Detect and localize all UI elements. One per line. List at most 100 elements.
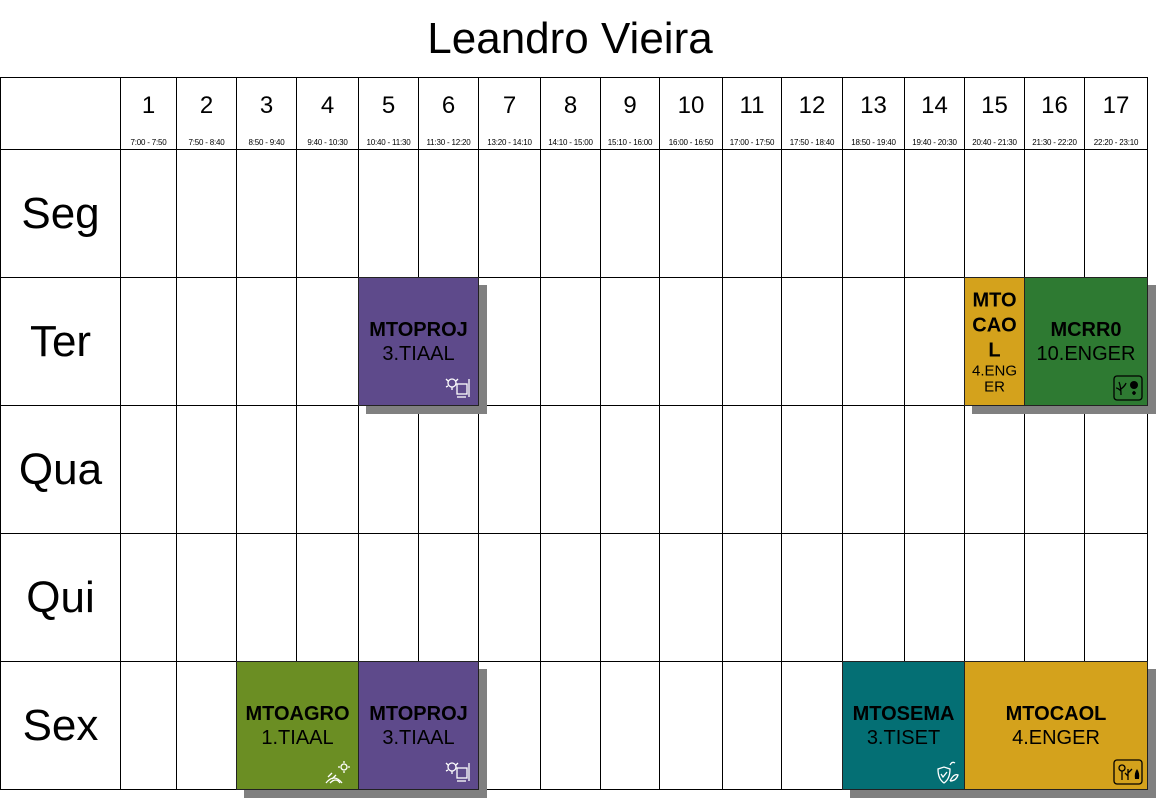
day-label: Qui xyxy=(26,572,95,622)
time-slot[interactable] xyxy=(964,405,1025,534)
time-slot[interactable] xyxy=(964,149,1025,278)
time-slot[interactable] xyxy=(722,533,782,662)
day-row-sex: Sex xyxy=(0,661,121,790)
time-slot[interactable] xyxy=(296,149,359,278)
time-slot[interactable] xyxy=(540,277,601,406)
period-header-5: 5 10:40 - 11:30 xyxy=(358,77,419,150)
day-row-ter: Ter xyxy=(0,277,121,406)
class-block-mtoagro[interactable]: MTOAGRO 1.TIAAL xyxy=(236,661,359,790)
time-slot[interactable] xyxy=(120,661,177,790)
period-time: 22:20 - 23:10 xyxy=(1093,138,1139,147)
time-slot[interactable] xyxy=(236,277,297,406)
time-slot[interactable] xyxy=(358,149,419,278)
time-slot[interactable] xyxy=(478,533,541,662)
time-slot[interactable] xyxy=(120,149,177,278)
time-slot[interactable] xyxy=(1084,405,1148,534)
time-slot[interactable] xyxy=(781,149,843,278)
time-slot[interactable] xyxy=(781,661,843,790)
period-header-6: 6 11:30 - 12:20 xyxy=(418,77,479,150)
day-row-seg: Seg xyxy=(0,149,121,278)
time-slot[interactable] xyxy=(540,533,601,662)
time-slot[interactable] xyxy=(1024,149,1085,278)
time-slot[interactable] xyxy=(478,149,541,278)
time-slot[interactable] xyxy=(296,533,359,662)
time-slot[interactable] xyxy=(600,405,660,534)
time-slot[interactable] xyxy=(964,533,1025,662)
time-slot[interactable] xyxy=(296,405,359,534)
time-slot[interactable] xyxy=(540,405,601,534)
time-slot[interactable] xyxy=(176,661,237,790)
time-slot[interactable] xyxy=(296,277,359,406)
time-slot[interactable] xyxy=(478,405,541,534)
time-slot[interactable] xyxy=(659,405,723,534)
time-slot[interactable] xyxy=(781,533,843,662)
period-number: 5 xyxy=(381,92,396,119)
time-slot[interactable] xyxy=(540,149,601,278)
time-slot[interactable] xyxy=(600,533,660,662)
class-block-mtosema[interactable]: MTOSEMA 3.TISET xyxy=(842,661,965,790)
time-slot[interactable] xyxy=(904,277,965,406)
class-block-mtoproj[interactable]: MTOPROJ 3.TIAAL xyxy=(358,661,479,790)
time-slot[interactable] xyxy=(1024,533,1085,662)
time-slot[interactable] xyxy=(478,277,541,406)
time-slot[interactable] xyxy=(600,661,660,790)
time-slot[interactable] xyxy=(904,533,965,662)
period-time: 11:30 - 12:20 xyxy=(426,138,471,147)
time-slot[interactable] xyxy=(236,533,297,662)
class-block-mtoproj[interactable]: MTOPROJ 3.TIAAL xyxy=(358,277,479,406)
time-slot[interactable] xyxy=(1024,405,1085,534)
time-slot[interactable] xyxy=(600,277,660,406)
time-slot[interactable] xyxy=(176,405,237,534)
design-tools-icon xyxy=(444,375,474,401)
time-slot[interactable] xyxy=(176,149,237,278)
period-time: 13:20 - 14:10 xyxy=(487,138,532,147)
period-time: 17:00 - 17:50 xyxy=(729,138,775,147)
time-slot[interactable] xyxy=(722,405,782,534)
time-slot[interactable] xyxy=(540,661,601,790)
design-tools-icon xyxy=(444,759,474,785)
class-code: MTOCAOL xyxy=(1005,702,1107,725)
class-block-mcrr0[interactable]: MCRR0 10.ENGER xyxy=(1024,277,1148,406)
time-slot[interactable] xyxy=(842,405,905,534)
class-group: 1.TIAAL xyxy=(261,726,334,749)
time-slot[interactable] xyxy=(904,405,965,534)
time-slot[interactable] xyxy=(418,533,479,662)
period-number: 10 xyxy=(677,92,705,119)
time-slot[interactable] xyxy=(358,405,419,534)
time-slot[interactable] xyxy=(781,405,843,534)
time-slot[interactable] xyxy=(1084,533,1148,662)
period-number: 4 xyxy=(320,92,335,119)
class-block-mtocaol[interactable]: MTOCAOL 4.ENGER xyxy=(964,277,1025,406)
time-slot[interactable] xyxy=(1084,149,1148,278)
time-slot[interactable] xyxy=(236,149,297,278)
time-slot[interactable] xyxy=(176,277,237,406)
time-slot[interactable] xyxy=(176,533,237,662)
time-slot[interactable] xyxy=(781,277,843,406)
class-code: MTOCAOL xyxy=(972,289,1017,361)
time-slot[interactable] xyxy=(659,277,723,406)
time-slot[interactable] xyxy=(842,149,905,278)
period-header-14: 14 19:40 - 20:30 xyxy=(904,77,965,150)
period-time: 16:00 - 16:50 xyxy=(668,138,714,147)
time-slot[interactable] xyxy=(600,149,660,278)
time-slot[interactable] xyxy=(120,533,177,662)
period-header-13: 13 18:50 - 19:40 xyxy=(842,77,905,150)
time-slot[interactable] xyxy=(842,277,905,406)
time-slot[interactable] xyxy=(358,533,419,662)
period-header-4: 4 9:40 - 10:30 xyxy=(296,77,359,150)
time-slot[interactable] xyxy=(659,661,723,790)
time-slot[interactable] xyxy=(722,277,782,406)
time-slot[interactable] xyxy=(418,405,479,534)
time-slot[interactable] xyxy=(842,533,905,662)
time-slot[interactable] xyxy=(418,149,479,278)
time-slot[interactable] xyxy=(722,149,782,278)
class-block-mtocaol[interactable]: MTOCAOL 4.ENGER xyxy=(964,661,1148,790)
time-slot[interactable] xyxy=(659,533,723,662)
time-slot[interactable] xyxy=(236,405,297,534)
time-slot[interactable] xyxy=(120,277,177,406)
time-slot[interactable] xyxy=(904,149,965,278)
time-slot[interactable] xyxy=(478,661,541,790)
time-slot[interactable] xyxy=(120,405,177,534)
time-slot[interactable] xyxy=(659,149,723,278)
time-slot[interactable] xyxy=(722,661,782,790)
